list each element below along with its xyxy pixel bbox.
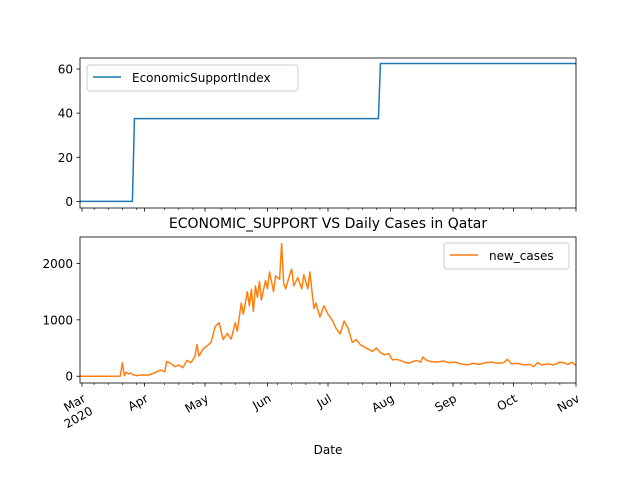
cases-y-tick-label: 1000 <box>42 313 73 327</box>
economic-axes-frame <box>79 57 577 209</box>
x-axis-label: Date <box>314 443 343 457</box>
economic-y-tick-label: 0 <box>65 195 73 209</box>
economic-y-tick-label: 60 <box>58 63 73 77</box>
cases-legend: new_cases <box>443 242 570 270</box>
new-cases-line <box>80 243 577 377</box>
economic-y-ticks: 0 20 40 60 <box>58 63 80 209</box>
economic-legend: EconomicSupportIndex <box>86 64 299 92</box>
economic-support-index-line <box>80 62 576 203</box>
cases-legend-box <box>443 242 570 270</box>
cases-y-tick-label: 2000 <box>42 257 73 271</box>
cases-legend-label: new_cases <box>489 249 554 263</box>
economic-legend-box <box>86 64 299 92</box>
economic-legend-label: EconomicSupportIndex <box>132 71 271 85</box>
cases-axes-frame <box>79 236 577 384</box>
new-cases-axes: 0 1000 2000 new_cases <box>42 236 577 387</box>
economic-y-tick-label: 20 <box>58 151 73 165</box>
x-tick-label: Jul <box>314 391 334 411</box>
cases-y-ticks: 0 1000 2000 <box>42 257 80 384</box>
cases-y-tick-label: 0 <box>65 370 73 384</box>
economic-support-axes: 0 20 40 60 EconomicSupportIndex <box>58 57 577 212</box>
chart-title: ECONOMIC_SUPPORT VS Daily Cases in Qatar <box>169 216 488 232</box>
economic-y-tick-label: 40 <box>58 107 73 121</box>
x-tick-label-month: Jul <box>314 391 334 411</box>
